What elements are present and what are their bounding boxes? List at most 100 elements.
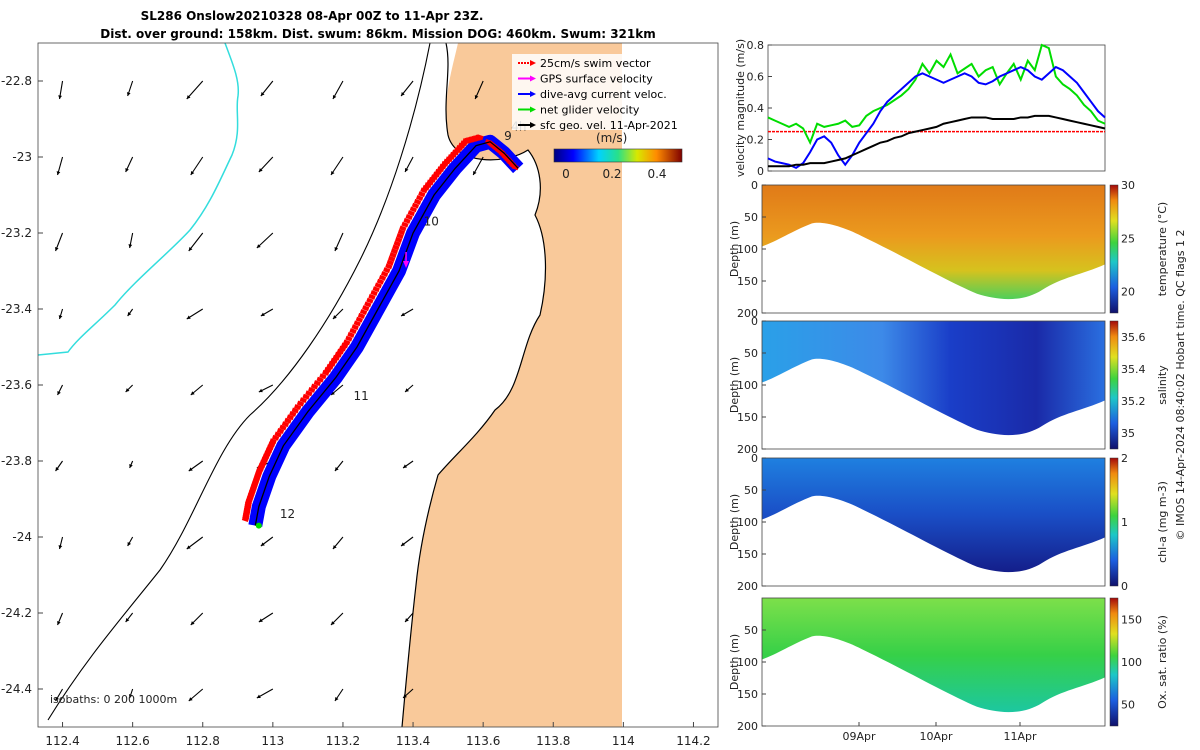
velocity-series-line xyxy=(768,114,1106,168)
section-cbar-tick: 20 xyxy=(1121,286,1135,299)
swim-vector xyxy=(336,348,345,355)
swim-vector xyxy=(345,335,353,342)
geo-arrow xyxy=(186,308,204,320)
swim-vector xyxy=(258,462,266,469)
section-cbar-label: salinity xyxy=(1156,365,1169,405)
geo-arrow xyxy=(125,612,134,623)
swim-vector xyxy=(308,387,316,393)
swim-vector xyxy=(265,447,273,454)
swim-vector xyxy=(326,363,334,370)
section-ylabel: Depth (m) xyxy=(728,221,741,277)
swim-vector xyxy=(281,421,290,427)
geo-arrow xyxy=(260,80,274,97)
swim-vector xyxy=(332,354,340,361)
map-ytick-label: -24.4 xyxy=(1,682,32,696)
geo-arrow xyxy=(332,80,344,100)
gps-arrow-head xyxy=(403,261,410,268)
swim-vector xyxy=(252,477,260,484)
geo-arrow xyxy=(402,688,414,699)
swim-vector xyxy=(458,142,466,149)
legend-label: 25cm/s swim vector xyxy=(540,57,651,70)
geo-arrow xyxy=(188,232,204,252)
section-cbar-tick: 30 xyxy=(1121,179,1135,192)
section-ytick-label: 50 xyxy=(744,484,758,497)
velocity-lines xyxy=(767,43,1106,169)
swim-vector xyxy=(451,149,460,156)
swim-vector xyxy=(403,217,411,224)
geo-arrow xyxy=(57,384,64,396)
swim-vector xyxy=(359,309,368,315)
swim-vector xyxy=(407,210,415,217)
section-ytick-label: 150 xyxy=(737,548,758,561)
track-swim-vectors xyxy=(241,134,519,522)
section-ytick-label: 100 xyxy=(737,516,758,529)
geo-arrow xyxy=(400,536,414,547)
colorbar-unit: (m/s) xyxy=(596,131,627,145)
swim-vector xyxy=(462,138,470,144)
section-ytick-label: 50 xyxy=(744,624,758,637)
swim-vector xyxy=(284,417,292,424)
section-colorbar xyxy=(1109,457,1119,587)
swim-vector xyxy=(286,414,294,421)
swim-vector xyxy=(313,380,321,386)
map-ytick-label: -24.2 xyxy=(1,606,32,620)
swim-vector xyxy=(389,252,397,258)
swim-vector xyxy=(259,459,267,466)
geo-arrow xyxy=(330,156,344,176)
velocity-ytick-label: 0.8 xyxy=(747,39,765,52)
legend-swatch-head xyxy=(530,122,536,128)
geo-arrow xyxy=(188,688,204,702)
swim-vector xyxy=(441,160,449,167)
map-ytick-label: -23.8 xyxy=(1,454,32,468)
map-xtick-label: 112.4 xyxy=(45,734,79,748)
geo-arrow xyxy=(190,612,204,626)
swim-vector xyxy=(397,229,406,236)
geo-arrow xyxy=(125,156,134,173)
speed-colorbar: (m/s) 0 0.2 0.4 xyxy=(553,131,683,181)
geo-arrow xyxy=(55,460,63,472)
swim-vector xyxy=(305,390,313,397)
geo-arrow xyxy=(330,612,344,626)
swim-vector xyxy=(250,483,258,490)
swim-vector xyxy=(378,274,387,281)
geo-arrow xyxy=(58,536,64,550)
section-ytick-label: 150 xyxy=(737,688,758,701)
swim-vector xyxy=(395,236,403,243)
glider-end-marker xyxy=(255,522,262,529)
geo-arrow xyxy=(55,688,64,702)
geo-arrow xyxy=(55,232,64,252)
section-panel-1: 0 50 100 150 200 Depth (m) 30 25 20 temperature (… xyxy=(728,179,1169,320)
legend-swatch-head xyxy=(530,60,536,66)
day-label: 11 xyxy=(353,389,368,403)
section-cbar-tick: 35.2 xyxy=(1121,395,1146,408)
swim-vector xyxy=(334,351,342,358)
geo-arrow xyxy=(190,156,204,176)
swim-vector xyxy=(247,493,255,499)
map-xtick-label: 112.8 xyxy=(186,734,220,748)
swim-vector xyxy=(347,331,355,338)
geo-arrow xyxy=(190,384,204,396)
map-panel: 4h9101112 112.4112.6112.8113113.2113.411… xyxy=(1,42,719,748)
velocity-series-line xyxy=(767,43,1106,146)
section-panel-2: 0 50 100 150 200 Depth (m) 35.6 35.4 35.2 35 salin… xyxy=(728,315,1169,456)
swim-vector xyxy=(274,431,282,438)
geo-arrow xyxy=(258,612,274,623)
map-ytick-label: -23.4 xyxy=(1,302,32,316)
section-cbar-tick: 35 xyxy=(1121,427,1135,440)
geo-arrow xyxy=(188,460,204,472)
velocity-ytick-label: 0.6 xyxy=(747,71,765,84)
isobath-note: isobaths: 0 200 1000m xyxy=(50,693,177,706)
swim-vector xyxy=(388,255,396,262)
section-xtick-label: 09Apr xyxy=(842,730,876,743)
geo-arrow xyxy=(334,688,344,702)
section-cbar-tick: 150 xyxy=(1121,613,1142,626)
section-ylabel: Depth (m) xyxy=(728,634,741,690)
section-cbar-tick: 1 xyxy=(1121,516,1128,529)
swim-vector xyxy=(449,151,457,158)
swim-vector xyxy=(376,278,385,285)
swim-vector xyxy=(401,221,409,228)
geo-arrow xyxy=(472,156,484,176)
swim-vector xyxy=(393,240,401,247)
swim-vector xyxy=(380,271,389,277)
